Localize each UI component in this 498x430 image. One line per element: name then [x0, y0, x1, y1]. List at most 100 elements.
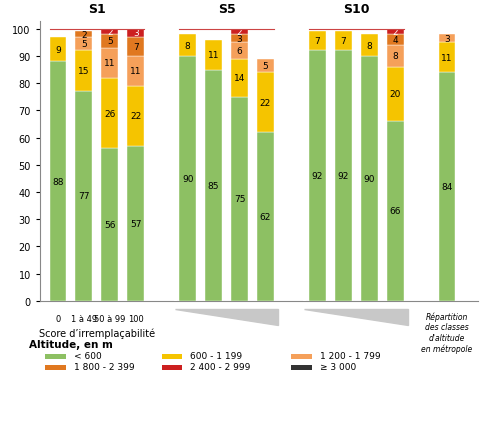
Bar [257, 133, 274, 301]
Text: 20: 20 [389, 90, 401, 99]
Bar [257, 59, 274, 73]
Text: Score d’irremplaçabilité: Score d’irremplaçabilité [39, 328, 155, 338]
Bar [127, 38, 144, 57]
Text: 3: 3 [133, 29, 138, 38]
Bar [127, 30, 144, 38]
Bar [386, 122, 403, 301]
Bar [386, 46, 403, 68]
Bar [102, 49, 119, 79]
Text: 84: 84 [441, 183, 453, 191]
Bar [335, 51, 352, 301]
Text: 14: 14 [234, 74, 245, 83]
Text: 1 à 49: 1 à 49 [71, 315, 97, 323]
Text: 1 200 - 1 799: 1 200 - 1 799 [320, 352, 380, 361]
Text: 50 à 99: 50 à 99 [94, 315, 125, 323]
Text: 22: 22 [130, 112, 141, 121]
Text: 8: 8 [185, 41, 191, 50]
Bar [127, 86, 144, 146]
Text: 11: 11 [130, 67, 141, 76]
Text: 3: 3 [444, 35, 450, 43]
Bar [102, 79, 119, 149]
Text: 5: 5 [262, 62, 268, 71]
Text: 6: 6 [237, 47, 243, 56]
Text: 2: 2 [237, 28, 243, 37]
Text: 2: 2 [107, 28, 113, 37]
Text: 100: 100 [128, 315, 143, 323]
Text: 66: 66 [389, 207, 401, 216]
Bar [439, 73, 455, 301]
Text: 8: 8 [392, 52, 398, 61]
Bar [309, 32, 326, 51]
Bar [76, 38, 92, 51]
Text: 90: 90 [182, 175, 193, 183]
Bar [386, 30, 403, 35]
Bar [179, 57, 196, 301]
Bar [231, 59, 248, 98]
Bar [361, 35, 377, 57]
Bar [127, 57, 144, 86]
Text: 22: 22 [260, 98, 271, 108]
Bar [361, 57, 377, 301]
Bar [179, 35, 196, 57]
Text: < 600: < 600 [74, 352, 101, 361]
Bar [76, 51, 92, 92]
Text: 5: 5 [107, 37, 113, 46]
Bar [102, 35, 119, 49]
Bar [386, 35, 403, 46]
Text: Altitude, en m: Altitude, en m [29, 339, 114, 349]
Text: 7: 7 [314, 37, 320, 46]
Text: 85: 85 [208, 181, 219, 190]
Text: 4: 4 [392, 36, 398, 45]
Text: 90: 90 [364, 175, 375, 183]
Bar [231, 35, 248, 43]
Text: 5: 5 [81, 40, 87, 49]
Bar [386, 68, 403, 122]
Bar [50, 62, 66, 301]
Bar [76, 32, 92, 38]
Text: S5: S5 [218, 3, 236, 16]
Text: 56: 56 [104, 221, 116, 230]
Text: 2 400 - 2 999: 2 400 - 2 999 [190, 362, 250, 372]
Bar [127, 146, 144, 301]
Bar [231, 30, 248, 35]
Text: 1 800 - 2 399: 1 800 - 2 399 [74, 362, 134, 372]
Bar [102, 149, 119, 301]
Text: 2: 2 [392, 28, 398, 37]
Bar [257, 73, 274, 133]
Text: 9: 9 [55, 46, 61, 55]
Text: 88: 88 [52, 177, 64, 186]
FancyBboxPatch shape [162, 354, 182, 359]
Text: S10: S10 [343, 3, 370, 16]
Text: 8: 8 [367, 41, 372, 50]
Bar [231, 98, 248, 301]
Text: 26: 26 [104, 109, 116, 118]
Text: 77: 77 [78, 192, 90, 201]
Text: 7: 7 [133, 43, 138, 52]
Bar [439, 35, 455, 43]
Text: ≥ 3 000: ≥ 3 000 [320, 362, 356, 372]
Polygon shape [304, 309, 408, 326]
Bar [309, 51, 326, 301]
Text: 2: 2 [81, 31, 87, 40]
Text: 75: 75 [234, 195, 245, 204]
Text: 92: 92 [312, 172, 323, 181]
Bar [439, 43, 455, 73]
Text: 62: 62 [260, 212, 271, 221]
Bar [205, 71, 222, 301]
Text: 3: 3 [237, 35, 243, 43]
FancyBboxPatch shape [162, 366, 182, 370]
FancyBboxPatch shape [291, 366, 312, 370]
FancyBboxPatch shape [291, 354, 312, 359]
Bar [205, 40, 222, 71]
Text: 11: 11 [441, 54, 453, 63]
Text: 15: 15 [78, 67, 90, 76]
Bar [102, 30, 119, 35]
Text: 57: 57 [130, 219, 141, 228]
Bar [231, 43, 248, 59]
Text: 11: 11 [104, 59, 116, 68]
Text: 92: 92 [338, 172, 349, 181]
Bar [335, 32, 352, 51]
Bar [76, 92, 92, 301]
Text: 600 - 1 199: 600 - 1 199 [190, 352, 243, 361]
Text: Répartition
des classes
d'altitude
en métropole: Répartition des classes d'altitude en mé… [421, 312, 473, 353]
